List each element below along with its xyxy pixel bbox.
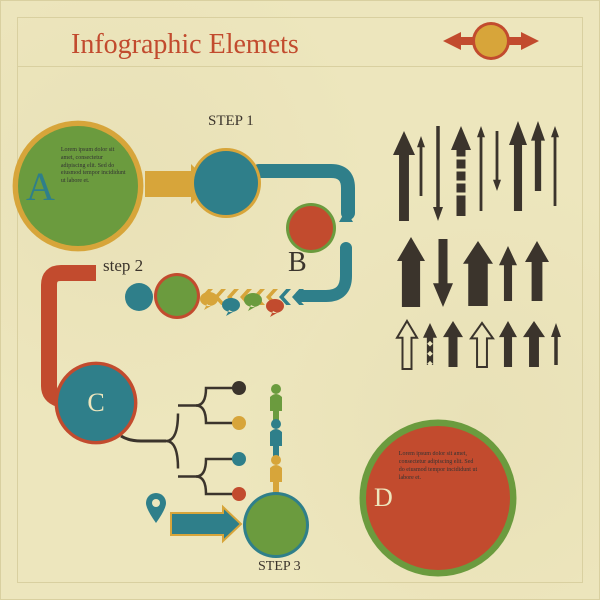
label-B: B [288,247,307,279]
node-A: ALorem ipsum dolor sit amet, consectetur… [18,126,138,246]
node-A_step [194,151,258,215]
node-text-D: Lorem ipsum dolor sit amet, consectetur … [393,451,484,545]
node-C: C [58,365,134,441]
node-bubble_center [157,276,197,316]
label-step2: step 2 [103,256,143,276]
node-B_node [289,206,333,250]
label-step3: STEP 3 [258,559,301,575]
node-letter-D: D [374,483,393,513]
node-D: DLorem ipsum dolor sit amet, consectetur… [366,426,510,570]
node-text-A: Lorem ipsum dolor sit amet, consectetur … [55,147,133,225]
node-step3_node [246,495,306,555]
node-letter-A: A [26,163,55,210]
node-bubble_left [125,283,153,311]
label-step1: STEP 1 [208,113,254,130]
